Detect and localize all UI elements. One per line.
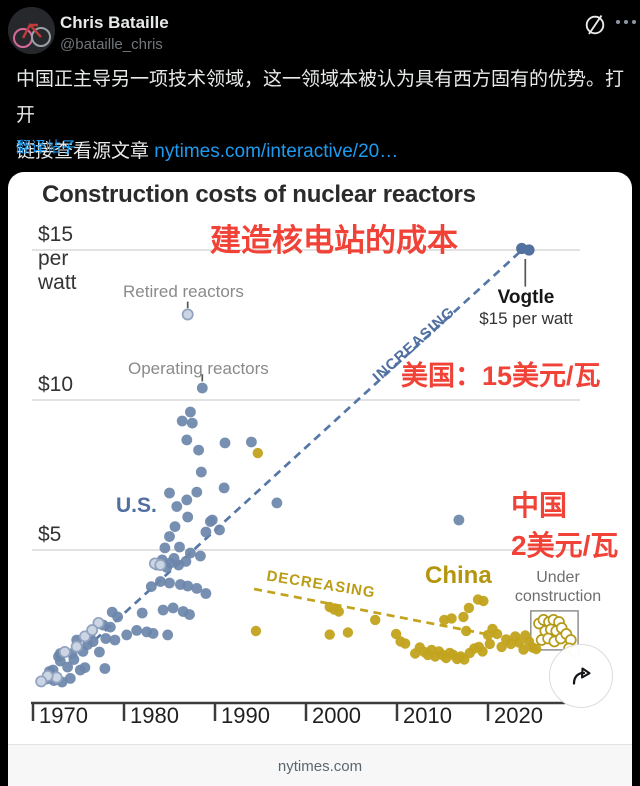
y-tick-label: $10	[38, 373, 74, 396]
vogtle-callout-value: $15 per watt	[479, 309, 573, 328]
card-source-footer[interactable]: nytimes.com	[8, 744, 632, 786]
share-arrow-icon	[572, 667, 591, 685]
y-tick-label: $5	[38, 523, 62, 546]
svg-text:1970: 1970	[39, 703, 88, 728]
china-series-label: China	[425, 562, 492, 589]
svg-text:2000: 2000	[312, 703, 361, 728]
svg-text:2020: 2020	[494, 703, 543, 728]
nuclear-costs-scatter-chart: 1970 1980 1990 2000 2010 2020	[31, 242, 581, 728]
y-tick-label: $15 per watt	[38, 223, 77, 294]
operating-reactors-label: Operating reactors	[128, 359, 269, 378]
author-handle[interactable]: @bataille_chris	[60, 36, 163, 53]
grok-icon[interactable]	[583, 13, 607, 37]
svg-text:1980: 1980	[130, 703, 179, 728]
chart-title: Construction costs of nuclear reactors	[42, 181, 476, 208]
vogtle-callout-name: Vogtle	[497, 287, 555, 308]
svg-text:2010: 2010	[403, 703, 452, 728]
under-construction-label: Under construction	[514, 569, 602, 605]
retired-reactors-label: Retired reactors	[123, 282, 244, 301]
avatar-bike-photo	[8, 7, 55, 54]
translate-post-link[interactable]: 翻译帖子	[16, 139, 77, 156]
post-text-line2: 链接查看源文章	[16, 141, 155, 162]
avatar[interactable]	[8, 7, 55, 54]
annotation-cn-us: 美国：15美元/瓦	[401, 361, 601, 391]
svg-text:1990: 1990	[221, 703, 270, 728]
post-text-line1: 中国正主导另一项技术领域，这一领域本被认为具有西方固有的优势。打开	[16, 69, 625, 126]
more-options-icon[interactable]	[616, 20, 636, 24]
article-link[interactable]: nytimes.com/interactive/20…	[154, 141, 399, 162]
card-source-text: nytimes.com	[277, 757, 363, 775]
share-button[interactable]	[549, 644, 613, 708]
post-text: 中国正主导另一项技术领域，这一领域本被认为具有西方固有的优势。打开链接查看源文章…	[16, 62, 628, 170]
annotation-cn-title: 建造核电站的成本	[210, 223, 458, 258]
us-series-label: U.S.	[116, 494, 157, 517]
media-card[interactable]: Construction costs of nuclear reactors 1…	[8, 172, 632, 786]
author-name[interactable]: Chris Bataille	[60, 13, 169, 32]
